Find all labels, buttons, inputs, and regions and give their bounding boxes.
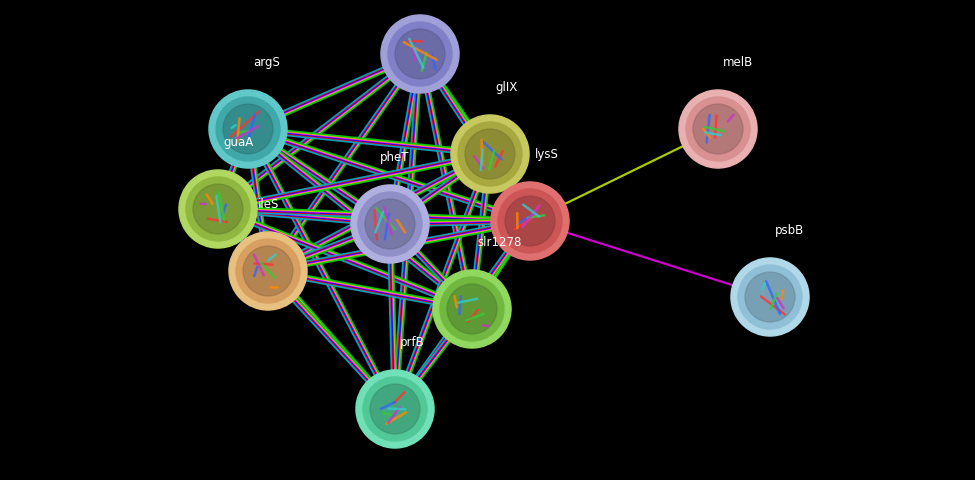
Text: pheT: pheT [380,151,410,164]
Circle shape [465,130,515,180]
Circle shape [186,178,250,241]
Text: argS: argS [253,56,280,69]
Circle shape [229,232,307,311]
Circle shape [243,247,292,296]
Circle shape [216,98,280,162]
Circle shape [209,91,287,168]
Circle shape [356,370,434,448]
Text: glIX: glIX [495,81,518,94]
Text: psbB: psbB [775,224,804,237]
Circle shape [738,265,802,329]
Circle shape [498,190,562,253]
Circle shape [433,270,511,348]
Text: ileS: ileS [258,198,280,211]
Circle shape [381,16,459,94]
Circle shape [505,197,555,246]
Text: slr1278: slr1278 [477,236,522,249]
Circle shape [686,98,750,162]
Circle shape [365,200,415,250]
Circle shape [745,273,795,322]
Circle shape [358,192,422,256]
Circle shape [448,285,497,334]
Circle shape [351,186,429,264]
Circle shape [458,123,522,187]
Circle shape [363,377,427,441]
Circle shape [693,105,743,155]
Circle shape [395,30,445,80]
Circle shape [451,116,529,193]
Text: guaA: guaA [223,136,254,149]
Circle shape [491,182,569,261]
Circle shape [179,170,257,249]
Circle shape [223,105,273,155]
Circle shape [731,258,809,336]
Text: prfB: prfB [400,335,425,348]
Circle shape [440,277,504,341]
Circle shape [679,91,757,168]
Circle shape [370,384,420,434]
Circle shape [388,23,452,87]
Circle shape [236,240,300,303]
Text: lysS: lysS [535,148,559,161]
Text: melB: melB [723,56,754,69]
Circle shape [193,185,243,234]
